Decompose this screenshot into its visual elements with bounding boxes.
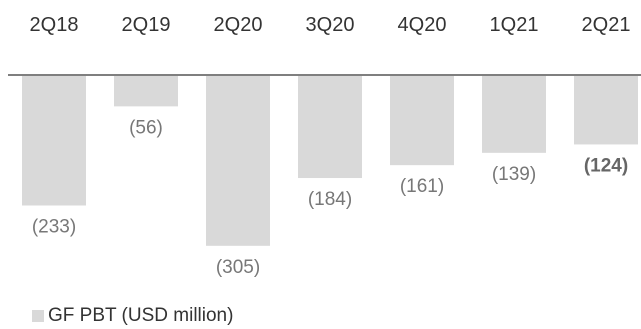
category-label-2q18: 2Q18 <box>30 14 79 36</box>
category-label-4q20: 4Q20 <box>398 14 447 36</box>
value-label-1q21: (139) <box>492 164 536 185</box>
value-label-2q19: (56) <box>129 117 163 138</box>
category-label-2q19: 2Q19 <box>122 14 171 36</box>
bar-2q18 <box>22 75 86 206</box>
category-label-2q21: 2Q21 <box>582 14 631 36</box>
bar-4q20 <box>390 75 454 166</box>
legend: GF PBT (USD million) <box>32 305 233 327</box>
category-label-3q20: 3Q20 <box>306 14 355 36</box>
bar-3q20 <box>298 75 362 179</box>
value-label-2q20: (305) <box>216 257 260 278</box>
category-label-1q21: 1Q21 <box>490 14 539 36</box>
bars <box>22 75 638 246</box>
bar-2q19 <box>114 75 178 107</box>
value-label-2q18: (233) <box>32 216 76 237</box>
value-labels: (233) (56) (305) (184) (161) (139) (124) <box>32 117 628 277</box>
legend-label: GF PBT (USD million) <box>48 305 234 326</box>
value-label-4q20: (161) <box>400 176 444 197</box>
value-label-2q21: (124) <box>584 155 628 176</box>
legend-swatch <box>32 310 44 322</box>
category-labels: 2Q18 2Q19 2Q20 3Q20 4Q20 1Q21 2Q21 <box>30 14 631 36</box>
bar-1q21 <box>482 75 546 153</box>
value-label-3q20: (184) <box>308 189 352 210</box>
bar-2q20 <box>206 75 270 246</box>
bar-2q21 <box>574 75 638 145</box>
category-label-2q20: 2Q20 <box>214 14 263 36</box>
